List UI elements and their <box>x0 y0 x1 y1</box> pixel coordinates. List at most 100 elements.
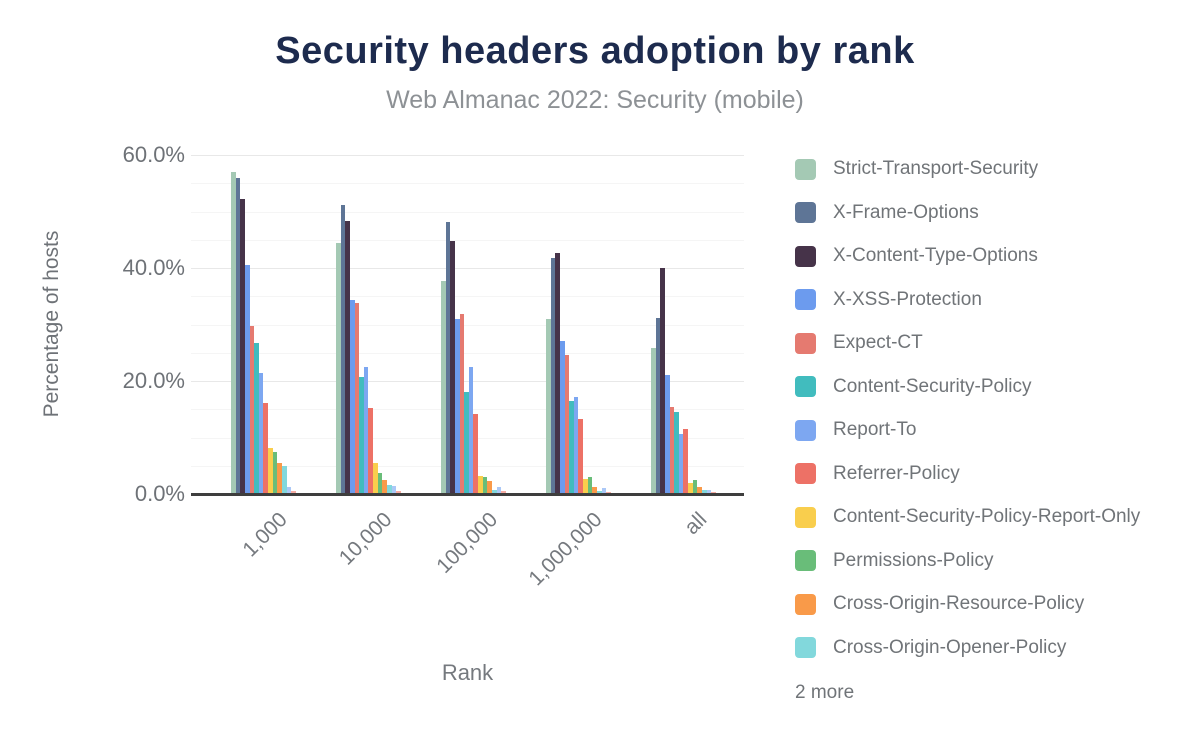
legend-item-report-to[interactable]: Report-To <box>795 419 916 441</box>
bar[interactable] <box>277 462 283 493</box>
bar[interactable] <box>263 403 269 493</box>
bar[interactable] <box>454 318 460 493</box>
y-tick-label: 40.0% <box>122 255 185 280</box>
bar[interactable] <box>272 451 278 493</box>
bar[interactable] <box>291 490 296 493</box>
bar[interactable] <box>606 491 611 493</box>
bar[interactable] <box>368 407 374 493</box>
bar[interactable] <box>674 412 679 493</box>
legend-item-referrer-policy[interactable]: Referrer-Policy <box>795 463 960 485</box>
bar[interactable] <box>240 199 245 493</box>
bar[interactable] <box>482 477 488 493</box>
legend-item-strict-transport-security[interactable]: Strict-Transport-Security <box>795 158 1038 180</box>
legend-item-expect-ct[interactable]: Expect-CT <box>795 332 923 354</box>
bar[interactable] <box>268 447 273 493</box>
bar[interactable] <box>669 407 675 493</box>
bar[interactable] <box>282 465 287 493</box>
bar[interactable] <box>450 241 455 493</box>
bar[interactable] <box>688 482 693 493</box>
legend-more-link[interactable]: 2 more <box>795 682 855 703</box>
bar[interactable] <box>354 303 360 493</box>
bar[interactable] <box>692 480 698 493</box>
legend-swatch <box>795 419 816 441</box>
bar[interactable] <box>349 299 355 493</box>
bar[interactable] <box>587 476 593 493</box>
bar[interactable] <box>244 264 250 493</box>
bar[interactable] <box>478 475 483 493</box>
bar[interactable] <box>445 222 451 493</box>
bar[interactable] <box>468 367 474 493</box>
bar[interactable] <box>597 490 602 493</box>
bar[interactable] <box>377 473 383 493</box>
gridline-minor <box>191 183 744 185</box>
bar[interactable] <box>655 318 661 493</box>
bar[interactable] <box>664 375 670 493</box>
bar[interactable] <box>559 341 565 493</box>
bar[interactable] <box>546 318 551 493</box>
bar[interactable] <box>373 463 378 493</box>
bar[interactable] <box>340 204 346 493</box>
legend-item-permissions-policy[interactable]: Permissions-Policy <box>795 550 993 572</box>
bar[interactable] <box>683 429 689 493</box>
bar[interactable] <box>441 281 446 493</box>
bar[interactable] <box>651 348 656 493</box>
bar[interactable] <box>487 481 493 493</box>
legend-item-content-security-policy-report-only[interactable]: Content-Security-Policy-Report-Only <box>795 506 1140 528</box>
bar[interactable] <box>231 172 236 493</box>
legend-swatch <box>795 463 816 484</box>
bar[interactable] <box>573 396 579 493</box>
bar[interactable] <box>564 355 570 493</box>
legend-swatch <box>795 376 816 397</box>
legend-item-x-frame-options[interactable]: X-Frame-Options <box>795 202 979 224</box>
bar[interactable] <box>359 376 364 493</box>
legend-item-content-security-policy[interactable]: Content-Security-Policy <box>795 376 1032 398</box>
bar[interactable] <box>464 392 469 493</box>
bar[interactable] <box>235 178 241 493</box>
bar[interactable] <box>706 489 712 493</box>
bar[interactable] <box>697 486 703 493</box>
bar[interactable] <box>569 400 574 493</box>
bar[interactable] <box>391 486 397 493</box>
bar[interactable] <box>363 367 369 493</box>
bar[interactable] <box>396 491 401 493</box>
plot-area <box>191 154 744 496</box>
bar[interactable] <box>492 489 497 493</box>
bar[interactable] <box>496 487 502 493</box>
x-tick-label: 10,000 <box>335 508 397 570</box>
legend-item-cross-origin-resource-policy[interactable]: Cross-Origin-Resource-Policy <box>795 593 1084 615</box>
legend-item-x-xss-protection[interactable]: X-XSS-Protection <box>795 289 982 311</box>
legend-swatch <box>795 637 816 658</box>
bar-cluster-1000000 <box>546 154 611 493</box>
legend-item-x-content-type-options[interactable]: X-Content-Type-Options <box>795 245 1038 267</box>
bar[interactable] <box>473 413 479 493</box>
bar[interactable] <box>336 242 341 493</box>
bar[interactable] <box>254 342 259 493</box>
bar[interactable] <box>550 257 556 493</box>
y-tick-label: 60.0% <box>122 142 185 167</box>
chart-title: Security headers adoption by rank <box>275 30 915 72</box>
bar[interactable] <box>702 490 707 493</box>
bar[interactable] <box>286 486 292 493</box>
legend-label: Permissions-Policy <box>833 549 994 571</box>
bar[interactable] <box>345 220 350 493</box>
bar[interactable] <box>711 491 716 493</box>
bar-cluster-10000 <box>336 154 401 493</box>
bar[interactable] <box>578 419 584 493</box>
gridline-minor <box>191 239 744 241</box>
bar[interactable] <box>601 488 607 493</box>
bar[interactable] <box>501 491 506 493</box>
legend-swatch <box>795 158 816 180</box>
legend-swatch <box>795 550 816 571</box>
bar[interactable] <box>592 486 598 493</box>
legend-item-cross-origin-opener-policy[interactable]: Cross-Origin-Opener-Policy <box>795 637 1066 659</box>
bar[interactable] <box>555 253 560 493</box>
bar[interactable] <box>387 484 392 493</box>
bar[interactable] <box>249 326 255 493</box>
bar[interactable] <box>459 314 465 493</box>
bar[interactable] <box>678 433 684 493</box>
bar[interactable] <box>660 268 665 493</box>
bar[interactable] <box>382 480 388 493</box>
bar[interactable] <box>258 372 264 493</box>
bar[interactable] <box>583 479 588 493</box>
legend-label: Strict-Transport-Security <box>833 158 1039 179</box>
